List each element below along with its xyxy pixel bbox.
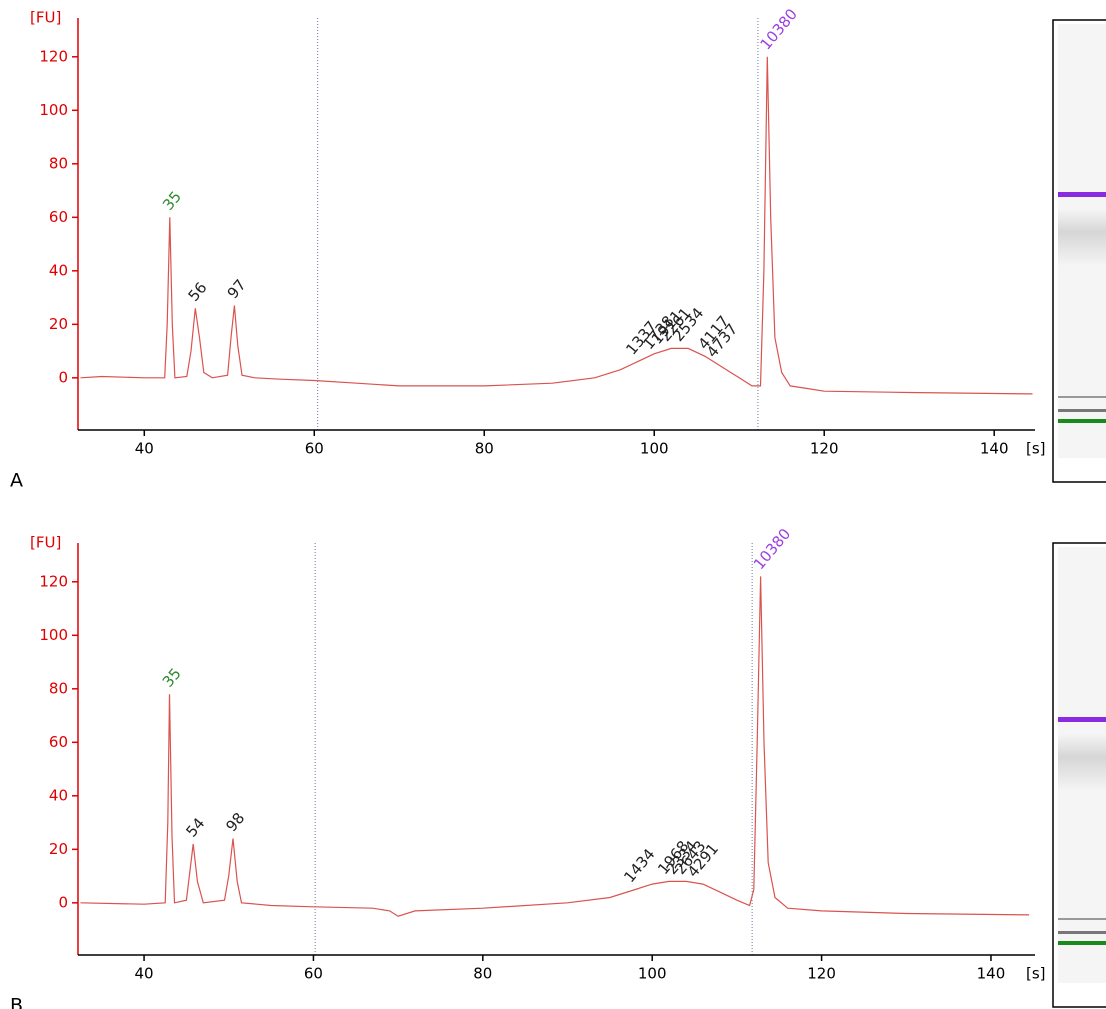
peak-label: 56 (185, 279, 211, 305)
peak-label: 35 (159, 665, 185, 691)
y-tick-label: 0 (58, 368, 68, 386)
peak-label: 10380 (750, 525, 794, 573)
peak-label: 54 (182, 814, 208, 840)
peak-label: 97 (224, 276, 250, 302)
peak-label: 1434 (620, 845, 658, 886)
y-axis-label: [FU] (30, 9, 61, 27)
y-tick-label: 120 (39, 572, 68, 590)
trace (81, 57, 1033, 394)
peak-label: 98 (222, 809, 248, 835)
x-tick-label: 140 (977, 965, 1006, 983)
y-tick-label: 120 (39, 47, 68, 65)
y-tick-label: 0 (58, 893, 68, 911)
x-tick-label: 60 (305, 440, 324, 458)
x-tick-label: 120 (810, 440, 839, 458)
x-tick-label: 140 (980, 440, 1009, 458)
y-tick-label: 20 (49, 315, 68, 333)
x-axis-label: [s] (1026, 965, 1046, 983)
x-tick-label: 100 (640, 440, 669, 458)
y-tick-label: 20 (49, 840, 68, 858)
x-axis-label: [s] (1026, 440, 1046, 458)
y-tick-label: 40 (49, 261, 68, 279)
x-tick-label: 100 (638, 965, 667, 983)
trace (81, 576, 1030, 916)
y-tick-label: 80 (49, 154, 68, 172)
x-tick-label: 40 (135, 965, 154, 983)
x-tick-label: 80 (473, 965, 492, 983)
gel-b (1053, 543, 1106, 1007)
y-tick-label: 60 (49, 733, 68, 751)
y-axis-label: [FU] (30, 534, 61, 552)
peak-label: 35 (159, 188, 185, 214)
peak-label: 10380 (757, 5, 801, 53)
x-tick-label: 120 (807, 965, 836, 983)
panel-label: A (10, 470, 23, 492)
panel-label: B (10, 995, 23, 1009)
x-tick-label: 80 (475, 440, 494, 458)
x-tick-label: 60 (304, 965, 323, 983)
y-tick-label: 100 (39, 626, 68, 644)
y-tick-label: 100 (39, 101, 68, 119)
y-tick-label: 80 (49, 679, 68, 697)
x-tick-label: 40 (135, 440, 154, 458)
figure: 0 20 40 60 80 100 120 40 60 80 100 120 140 [FU] [s] A 35… (0, 0, 1106, 1009)
y-tick-label: 40 (49, 786, 68, 804)
y-tick-label: 60 (49, 208, 68, 226)
gel-a (1053, 20, 1106, 482)
